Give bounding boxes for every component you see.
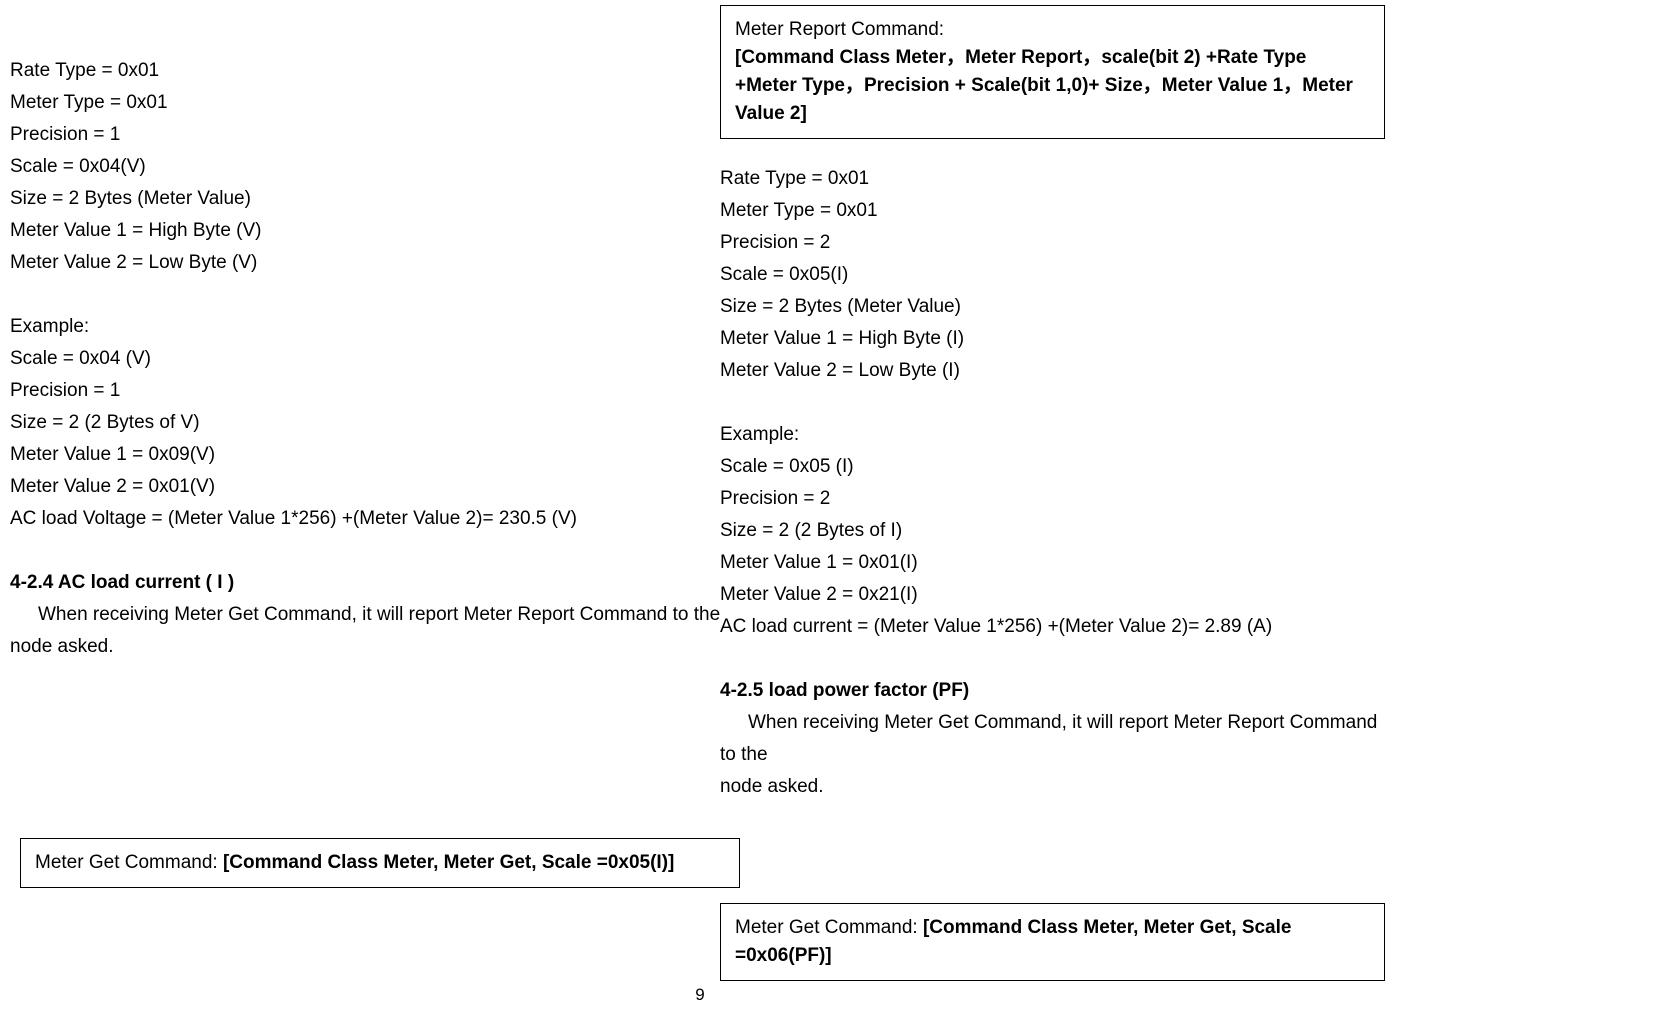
box-content: [Command Class Meter, Meter Get, Scale =…	[223, 852, 674, 873]
section-heading: 4-2.5 load power factor (PF)	[720, 675, 1385, 707]
meter-report-box: Meter Report Command: [Command Class Met…	[720, 5, 1385, 139]
param-line: Scale = 0x04(V)	[10, 151, 740, 183]
command-box: Meter Get Command: [Command Class Meter,…	[20, 838, 740, 888]
param-line: Meter Type = 0x01	[10, 87, 740, 119]
example-line: Meter Value 1 = 0x09(V)	[10, 439, 740, 471]
param-line: Scale = 0x05(I)	[720, 259, 1385, 291]
param-line: Rate Type = 0x01	[10, 55, 740, 87]
meter-get-box-left: Meter Get Command: [Command Class Meter,…	[20, 838, 740, 888]
example-line: Size = 2 (2 Bytes of V)	[10, 407, 740, 439]
param-line: Meter Value 2 = Low Byte (I)	[720, 355, 1385, 387]
right-column: Rate Type = 0x01 Meter Type = 0x01 Preci…	[720, 163, 1385, 803]
example-label: Example:	[10, 311, 740, 343]
body-text: node asked.	[10, 631, 740, 663]
example-label: Example:	[720, 419, 1385, 451]
body-text: When receiving Meter Get Command, it wil…	[10, 599, 740, 631]
example-line: AC load Voltage = (Meter Value 1*256) +(…	[10, 503, 740, 535]
command-box: Meter Report Command: [Command Class Met…	[720, 5, 1385, 139]
param-line: Meter Value 1 = High Byte (I)	[720, 323, 1385, 355]
left-column: Rate Type = 0x01 Meter Type = 0x01 Preci…	[10, 55, 740, 663]
param-line: Precision = 2	[720, 227, 1385, 259]
page-number: 9	[690, 985, 710, 1005]
box-label: Meter Get Command:	[35, 852, 223, 873]
body-text: node asked.	[720, 771, 1385, 803]
example-line: AC load current = (Meter Value 1*256) +(…	[720, 611, 1385, 643]
example-line: Precision = 1	[10, 375, 740, 407]
param-line: Rate Type = 0x01	[720, 163, 1385, 195]
document-page: Rate Type = 0x01 Meter Type = 0x01 Preci…	[0, 0, 1662, 1015]
param-line: Size = 2 Bytes (Meter Value)	[10, 183, 740, 215]
box-label: Meter Report Command:	[735, 16, 1370, 44]
meter-get-box-right: Meter Get Command: [Command Class Meter,…	[720, 903, 1385, 981]
example-line: Size = 2 (2 Bytes of I)	[720, 515, 1385, 547]
example-line: Scale = 0x04 (V)	[10, 343, 740, 375]
param-line: Precision = 1	[10, 119, 740, 151]
command-box: Meter Get Command: [Command Class Meter,…	[720, 903, 1385, 981]
section-heading: 4-2.4 AC load current ( I )	[10, 567, 740, 599]
example-line: Precision = 2	[720, 483, 1385, 515]
body-text: When receiving Meter Get Command, it wil…	[720, 707, 1385, 771]
box-label: Meter Get Command:	[735, 917, 923, 938]
example-line: Scale = 0x05 (I)	[720, 451, 1385, 483]
param-line: Meter Type = 0x01	[720, 195, 1385, 227]
param-line: Meter Value 1 = High Byte (V)	[10, 215, 740, 247]
param-line: Meter Value 2 = Low Byte (V)	[10, 247, 740, 279]
param-line: Size = 2 Bytes (Meter Value)	[720, 291, 1385, 323]
example-line: Meter Value 1 = 0x01(I)	[720, 547, 1385, 579]
box-content: [Command Class Meter，Meter Report，scale(…	[735, 44, 1370, 128]
example-line: Meter Value 2 = 0x21(I)	[720, 579, 1385, 611]
example-line: Meter Value 2 = 0x01(V)	[10, 471, 740, 503]
